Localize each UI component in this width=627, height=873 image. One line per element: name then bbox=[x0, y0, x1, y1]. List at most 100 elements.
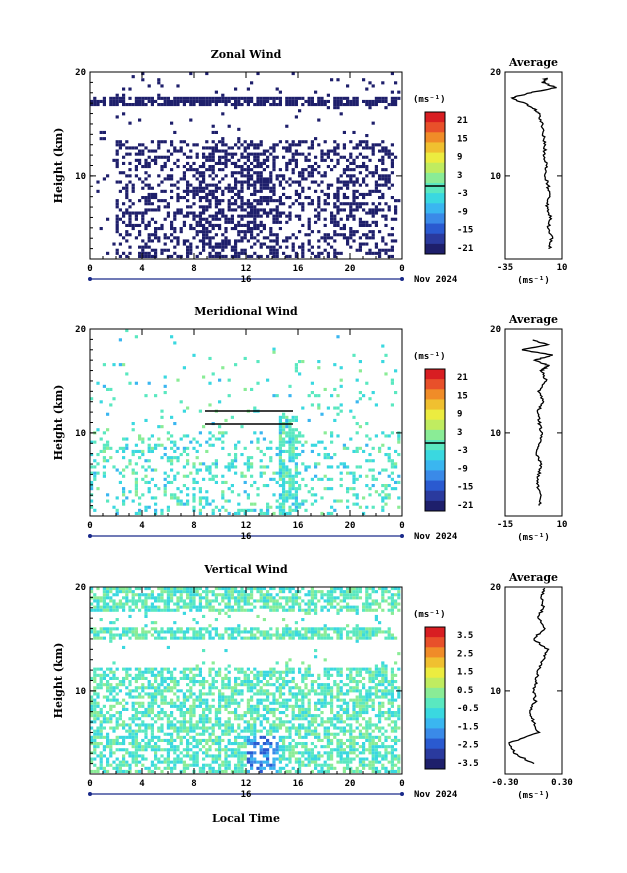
heatmap-cell bbox=[262, 602, 266, 606]
heatmap-cell bbox=[323, 208, 327, 212]
heatmap-cell bbox=[227, 593, 231, 597]
heatmap-cell bbox=[294, 446, 298, 450]
heatmap-cell bbox=[368, 667, 372, 671]
colorbar-swatch bbox=[425, 460, 445, 471]
heatmap-cell bbox=[272, 214, 276, 218]
heatmap-cell bbox=[179, 99, 183, 103]
heatmap-cell bbox=[304, 630, 308, 634]
heatmap-cell bbox=[99, 630, 103, 634]
heatmap-cell bbox=[221, 587, 225, 591]
heatmap-cell bbox=[211, 192, 215, 196]
heatmap-cell bbox=[192, 189, 196, 193]
heatmap-cell bbox=[189, 636, 193, 640]
heatmap-cell bbox=[317, 245, 321, 249]
heatmap-cell bbox=[243, 474, 247, 478]
x-tick-label: 0 bbox=[87, 521, 92, 531]
heatmap-cell bbox=[310, 630, 314, 634]
heatmap-cell bbox=[227, 217, 231, 221]
heatmap-cell bbox=[323, 605, 327, 609]
heatmap-cell bbox=[211, 149, 215, 153]
heatmap-cell bbox=[358, 633, 362, 637]
heatmap-cell bbox=[131, 633, 135, 637]
heatmap-cell bbox=[381, 149, 385, 153]
heatmap-cell bbox=[266, 502, 270, 506]
heatmap-cell bbox=[355, 400, 359, 404]
heatmap-cell bbox=[323, 99, 327, 103]
heatmap-cell bbox=[112, 729, 116, 733]
heatmap-cell bbox=[218, 437, 222, 441]
heatmap-cell bbox=[141, 720, 145, 724]
y-tick-label: 20 bbox=[75, 325, 86, 335]
heatmap-cell bbox=[381, 155, 385, 159]
heatmap-cell bbox=[291, 418, 295, 422]
heatmap-cell bbox=[323, 636, 327, 640]
heatmap-cell bbox=[317, 714, 321, 718]
heatmap-cell bbox=[205, 227, 209, 231]
heatmap-cell bbox=[250, 205, 254, 209]
heatmap-cell bbox=[307, 103, 311, 107]
heatmap-cell bbox=[224, 245, 228, 249]
heatmap-cell bbox=[243, 356, 247, 360]
heatmap-cell bbox=[112, 605, 116, 609]
heatmap-cell bbox=[221, 676, 225, 680]
heatmap-cell bbox=[288, 456, 292, 460]
heatmap-cell bbox=[298, 453, 302, 457]
heatmap-cell bbox=[112, 158, 116, 162]
heatmap-cell bbox=[99, 683, 103, 687]
heatmap-cell bbox=[336, 711, 340, 715]
heatmap-cell bbox=[211, 599, 215, 603]
heatmap-cell bbox=[198, 720, 202, 724]
heatmap-cell bbox=[298, 602, 302, 606]
heatmap-cell bbox=[387, 484, 391, 488]
heatmap-cell bbox=[198, 96, 202, 100]
heatmap-cell bbox=[134, 165, 138, 169]
heatmap-cell bbox=[202, 505, 206, 509]
heatmap-cell bbox=[138, 177, 142, 181]
heatmap-cell bbox=[291, 686, 295, 690]
heatmap-cell bbox=[378, 251, 382, 255]
heatmap-cell bbox=[227, 686, 231, 690]
heatmap-cell bbox=[339, 667, 343, 671]
heatmap-cell bbox=[336, 434, 340, 438]
heatmap-cell bbox=[253, 726, 257, 730]
heatmap-cell bbox=[115, 199, 119, 203]
heatmap-cell bbox=[250, 717, 254, 721]
heatmap-cell bbox=[205, 599, 209, 603]
heatmap-cell bbox=[285, 449, 289, 453]
heatmap-cell bbox=[192, 673, 196, 677]
profile-unit: (ms⁻¹) bbox=[517, 533, 550, 543]
heatmap-cell bbox=[221, 680, 225, 684]
heatmap-cell bbox=[346, 689, 350, 693]
heatmap-cell bbox=[205, 499, 209, 503]
heatmap-cell bbox=[141, 449, 145, 453]
heatmap-cell bbox=[230, 186, 234, 190]
heatmap-cell bbox=[365, 434, 369, 438]
heatmap-cell bbox=[250, 233, 254, 237]
heatmap-cell bbox=[285, 96, 289, 100]
heatmap-cell bbox=[106, 428, 110, 432]
heatmap-cell bbox=[381, 676, 385, 680]
heatmap-cell bbox=[246, 177, 250, 181]
heatmap-cell bbox=[182, 670, 186, 674]
heatmap-cell bbox=[355, 711, 359, 715]
heatmap-cell bbox=[234, 152, 238, 156]
heatmap-cell bbox=[144, 726, 148, 730]
heatmap-cell bbox=[122, 487, 126, 491]
heatmap-cell bbox=[384, 484, 388, 488]
heatmap-cell bbox=[323, 192, 327, 196]
heatmap-cell bbox=[144, 676, 148, 680]
heatmap-cell bbox=[349, 714, 353, 718]
heatmap-cell bbox=[378, 196, 382, 200]
heatmap-cell bbox=[125, 630, 129, 634]
heatmap-cell bbox=[250, 593, 254, 597]
heatmap-cell bbox=[304, 158, 308, 162]
heatmap-cell bbox=[189, 602, 193, 606]
heatmap-cell bbox=[253, 155, 257, 159]
heatmap-cell bbox=[176, 446, 180, 450]
heatmap-cell bbox=[237, 254, 241, 258]
heatmap-cell bbox=[243, 248, 247, 252]
heatmap-cell bbox=[243, 155, 247, 159]
heatmap-cell bbox=[294, 695, 298, 699]
heatmap-cell bbox=[102, 717, 106, 721]
heatmap-cell bbox=[378, 689, 382, 693]
